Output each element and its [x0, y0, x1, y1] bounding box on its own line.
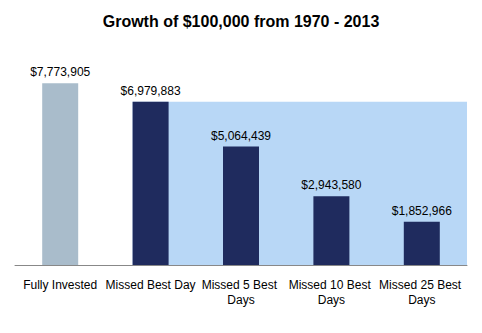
svg-text:Days: Days — [318, 293, 345, 307]
svg-text:Days: Days — [227, 293, 254, 307]
svg-text:Missed Best Day: Missed Best Day — [106, 278, 196, 292]
svg-text:Missed 25 Best: Missed 25 Best — [379, 278, 464, 292]
svg-text:$7,773,905: $7,773,905 — [30, 65, 90, 79]
svg-text:Missed 5 Best: Missed 5 Best — [202, 278, 281, 292]
svg-text:Fully Invested: Fully Invested — [23, 278, 97, 292]
svg-text:Days: Days — [408, 293, 435, 307]
svg-text:$6,979,883: $6,979,883 — [121, 84, 181, 98]
svg-text:$5,064,439: $5,064,439 — [211, 129, 271, 143]
svg-text:Growth of $100,000 from 1970 -: Growth of $100,000 from 1970 - 2013 — [103, 13, 380, 30]
svg-text:$1,852,966: $1,852,966 — [392, 204, 452, 218]
svg-text:Missed 10 Best: Missed 10 Best — [289, 278, 374, 292]
svg-text:$2,943,580: $2,943,580 — [301, 178, 361, 192]
